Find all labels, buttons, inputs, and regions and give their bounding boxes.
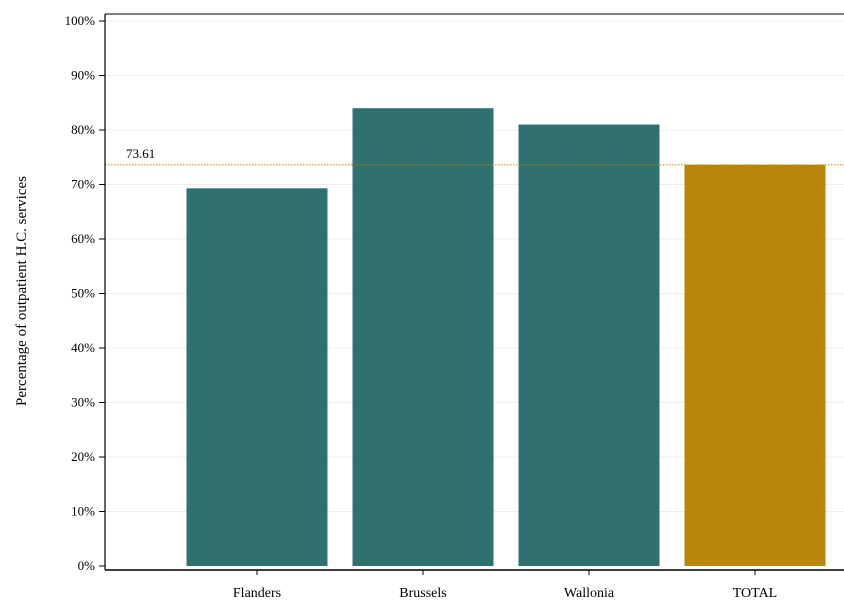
x-category-label: TOTAL <box>733 586 778 600</box>
axes <box>104 13 844 571</box>
x-category-label: Brussels <box>399 586 446 600</box>
x-category-labels: Flanders Brussels Wallonia TOTAL <box>233 570 777 600</box>
x-category-label: Wallonia <box>564 586 615 600</box>
bars <box>186 108 826 567</box>
bar-brussels <box>352 108 494 566</box>
x-category-label: Flanders <box>233 586 281 600</box>
y-tick-label: 0% <box>78 558 96 573</box>
y-tick-label: 80% <box>71 122 95 137</box>
y-tick-label: 30% <box>71 395 95 410</box>
y-axis-title: Percentage of outpatient H.C. services <box>14 176 30 406</box>
y-tick-label: 10% <box>71 504 95 519</box>
y-tick-label: 40% <box>71 340 95 355</box>
y-tick-label: 20% <box>71 449 95 464</box>
y-tick-label: 90% <box>71 68 95 83</box>
y-tick-label: 100% <box>65 13 96 28</box>
bar-flanders <box>186 188 328 566</box>
y-tick-label: 50% <box>71 286 95 301</box>
bar-total <box>684 164 826 566</box>
y-tick-label: 70% <box>71 177 95 192</box>
bar-wallonia <box>518 124 660 567</box>
reference-line-group: 73.61 <box>105 146 844 166</box>
y-tick-labels: 0% 10% 20% 30% 40% 50% 60% 70% 80% 90% 100% <box>65 13 105 573</box>
reference-line-label: 73.61 <box>126 146 155 161</box>
y-tick-label: 60% <box>71 231 95 246</box>
